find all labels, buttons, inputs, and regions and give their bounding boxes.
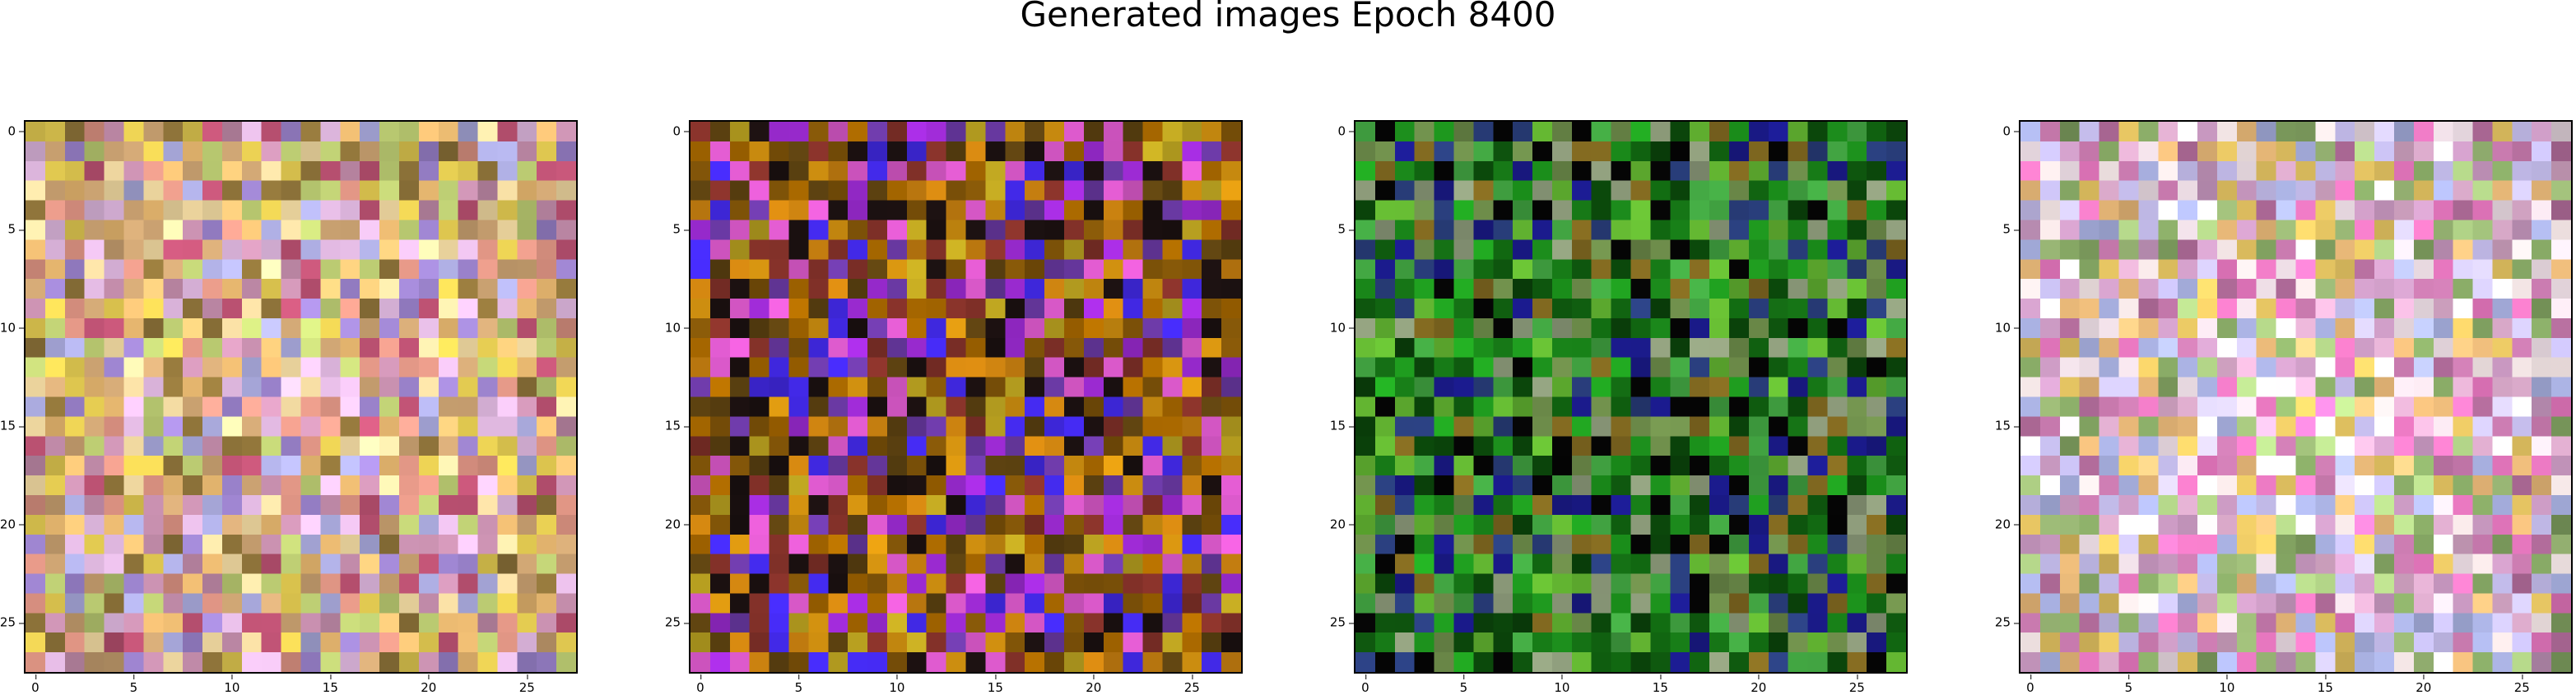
x-tick-label: 25 [2513, 674, 2530, 695]
y-tick-label: 0 [1328, 125, 1354, 137]
y-tick-label: 15 [1992, 419, 2019, 433]
generated-image-1 [26, 122, 576, 672]
x-tick-label: 10 [889, 674, 905, 695]
y-tick-label: 15 [663, 419, 689, 433]
generated-image-panel-1 [24, 120, 578, 674]
x-tick-label: 15 [1652, 674, 1668, 695]
x-tick-label: 10 [2219, 674, 2235, 695]
y-tick-label: 0 [663, 125, 689, 137]
y-tick-label: 20 [0, 518, 24, 531]
figure-title: Generated images Epoch 8400 [1020, 0, 1556, 35]
x-tick-label: 5 [129, 674, 138, 695]
y-tick-label: 25 [1992, 616, 2019, 629]
generated-image-2 [690, 122, 1241, 672]
x-tick-label: 10 [1554, 674, 1570, 695]
y-tick-label: 5 [1992, 223, 2019, 236]
x-tick-label: 20 [1751, 674, 1767, 695]
y-tick-label: 25 [0, 616, 24, 629]
x-tick-label: 20 [1086, 674, 1102, 695]
x-tick-label: 5 [794, 674, 803, 695]
y-tick-label: 10 [1328, 322, 1354, 334]
generated-image-panel-4 [2019, 120, 2573, 674]
y-tick-label: 25 [1328, 616, 1354, 629]
x-tick-label: 15 [2317, 674, 2333, 695]
y-tick-label: 10 [1992, 322, 2019, 334]
x-tick-label: 5 [1459, 674, 1468, 695]
y-tick-label: 5 [663, 223, 689, 236]
x-tick-label: 0 [696, 674, 704, 695]
generated-image-panel-3 [1354, 120, 1908, 674]
generated-image-3 [1355, 122, 1906, 672]
y-tick-label: 20 [1992, 518, 2019, 531]
y-tick-label: 5 [0, 223, 24, 236]
x-tick-label: 5 [2124, 674, 2133, 695]
y-tick-label: 10 [663, 322, 689, 334]
x-tick-label: 0 [1361, 674, 1369, 695]
y-tick-label: 20 [1328, 518, 1354, 531]
y-tick-label: 10 [0, 322, 24, 334]
y-tick-label: 0 [1992, 125, 2019, 137]
y-tick-label: 5 [1328, 223, 1354, 236]
x-tick-label: 25 [1848, 674, 1865, 695]
y-tick-label: 15 [0, 419, 24, 433]
generated-image-panel-2 [689, 120, 1243, 674]
x-tick-label: 0 [31, 674, 40, 695]
y-tick-label: 25 [663, 616, 689, 629]
y-tick-label: 20 [663, 518, 689, 531]
x-tick-label: 25 [1183, 674, 1200, 695]
y-tick-label: 15 [1328, 419, 1354, 433]
x-tick-label: 0 [2026, 674, 2034, 695]
x-tick-label: 25 [518, 674, 535, 695]
y-tick-label: 0 [0, 125, 24, 137]
x-tick-label: 20 [421, 674, 437, 695]
x-tick-label: 15 [987, 674, 1003, 695]
x-tick-label: 15 [322, 674, 338, 695]
generated-image-4 [2020, 122, 2571, 672]
x-tick-label: 10 [224, 674, 240, 695]
x-tick-label: 20 [2416, 674, 2432, 695]
